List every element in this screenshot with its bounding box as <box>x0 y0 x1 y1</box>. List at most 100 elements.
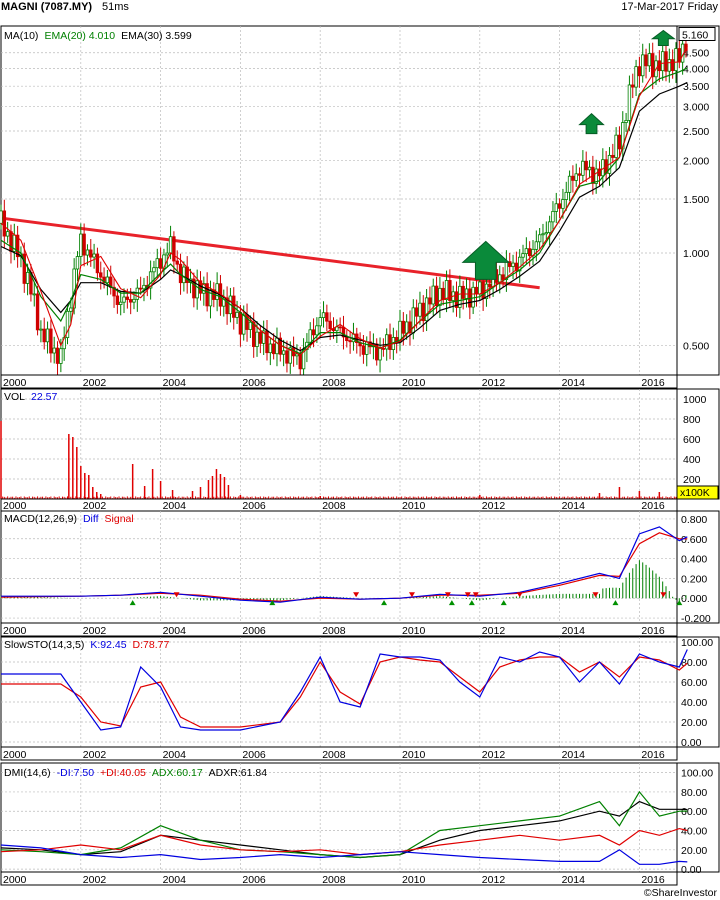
volume-y-tick-label: 800 <box>683 414 701 426</box>
candle-body <box>42 328 46 343</box>
candle-body <box>431 285 435 305</box>
candle-body <box>25 271 30 284</box>
stoch-panel-plot <box>0 636 678 748</box>
buy-signal-arrow-icon <box>269 600 276 606</box>
candle-body <box>574 173 578 181</box>
price-y-tick-label: 4.000 <box>683 63 709 75</box>
macd-panel-axis <box>676 510 720 624</box>
candle-body <box>138 287 143 290</box>
macd-x-tick-label: 2002 <box>83 625 107 637</box>
candle-body <box>488 283 492 288</box>
candle-body <box>361 345 366 355</box>
macd-y-tick-label: 0.400 <box>681 554 707 566</box>
adx-label: ADX:60.17 <box>152 767 203 779</box>
macd-diff-label: Diff <box>83 513 99 525</box>
sell-signal-arrow-icon <box>660 592 667 598</box>
stoch-x-tick-label: 2010 <box>402 749 426 761</box>
candle-body <box>338 326 342 329</box>
candle-body <box>135 287 140 300</box>
candle-body <box>281 350 286 355</box>
price-x-tick-label: 2016 <box>641 377 665 389</box>
macd-x-tick-label: 2008 <box>322 625 346 637</box>
candle-body <box>315 325 319 336</box>
dmi-y-tick-label: 40.00 <box>681 826 707 838</box>
macd-y-tick-label: 0.200 <box>681 573 707 585</box>
candle-body <box>651 53 655 78</box>
candle-body <box>261 330 266 344</box>
candle-body <box>288 347 292 364</box>
stoch-x-tick-label: 2008 <box>322 749 346 761</box>
candle-body <box>132 298 136 303</box>
stoch-d-line <box>1 656 688 728</box>
candle-body <box>551 210 555 223</box>
candle-body <box>32 293 36 296</box>
candle-body <box>534 241 539 250</box>
stoch-x-axis-band <box>0 746 678 761</box>
candle-body <box>594 168 598 184</box>
candle-body <box>631 84 635 88</box>
candle-body <box>55 347 60 364</box>
dmi-x-tick-label: 2008 <box>322 874 346 886</box>
stoch-y-tick-label: 60.00 <box>681 677 707 689</box>
candle-body <box>119 301 123 305</box>
candle-body <box>561 199 565 209</box>
legend-ema30-label: EMA(30) 3.599 <box>121 30 192 42</box>
volume-unit-box <box>676 485 719 500</box>
candle-body <box>461 285 465 299</box>
candle-body <box>554 203 558 212</box>
candle-body <box>92 253 96 258</box>
stoch-y-tick-label: 40.00 <box>681 697 707 709</box>
candle-body <box>611 154 615 158</box>
candle-body <box>670 59 675 71</box>
volume-x-tick-label: 2012 <box>482 500 506 512</box>
candle-body <box>424 297 429 322</box>
price-x-tick-label: 2006 <box>242 377 266 389</box>
candle-body <box>15 234 20 258</box>
candle-body <box>308 329 312 343</box>
chart-date: 17-Mar-2017 Friday <box>621 1 718 13</box>
dmi-y-tick-label: 0.00 <box>681 864 702 876</box>
candle-body <box>521 253 525 258</box>
candle-body <box>637 66 642 77</box>
stoch-x-tick-label: 2016 <box>641 749 665 761</box>
stoch-x-tick-label: 2002 <box>83 749 107 761</box>
candle-body <box>5 231 10 237</box>
candle-body <box>498 274 502 283</box>
dmi-x-tick-label: 2006 <box>242 874 266 886</box>
stoch-x-tick-label: 2006 <box>242 749 266 761</box>
dmi-x-axis-band <box>0 871 678 886</box>
candle-body <box>69 307 73 312</box>
buy-signal-arrow-icon <box>381 600 388 606</box>
price-y-tick-label: 2.000 <box>683 156 709 168</box>
candle-body <box>627 84 632 121</box>
macd-panel-plot <box>0 510 678 624</box>
candle-body <box>428 297 432 305</box>
buy-signal-arrow-icon <box>500 600 507 606</box>
candle-body <box>122 296 126 303</box>
candle-body <box>112 286 116 297</box>
candle-body <box>624 120 628 123</box>
buy-signal-arrow-icon <box>468 600 475 606</box>
volume-x-tick-label: 2006 <box>242 500 266 512</box>
candle-body <box>441 287 445 301</box>
macd-x-tick-label: 2014 <box>562 625 586 637</box>
macd-x-tick-label: 2012 <box>482 625 506 637</box>
candle-body <box>448 280 452 301</box>
candle-body <box>454 291 459 308</box>
sell-signal-arrow-icon <box>408 592 415 598</box>
price-y-tick-label: 0.500 <box>683 340 709 352</box>
candle-body <box>321 312 326 318</box>
macd-x-tick-label: 2016 <box>641 625 665 637</box>
candle-body <box>165 252 169 256</box>
dmi-x-tick-label: 2002 <box>83 874 107 886</box>
candle-body <box>125 296 130 300</box>
candle-body <box>348 340 352 343</box>
price-y-tick-label: 1.500 <box>683 194 709 206</box>
candle-body <box>458 285 462 308</box>
price-x-tick-label: 2010 <box>402 377 426 389</box>
candle-body <box>567 175 572 193</box>
legend-ema20-label: EMA(20) 4.010 <box>44 30 115 42</box>
candle-body <box>82 233 86 256</box>
candle-body <box>434 285 439 306</box>
